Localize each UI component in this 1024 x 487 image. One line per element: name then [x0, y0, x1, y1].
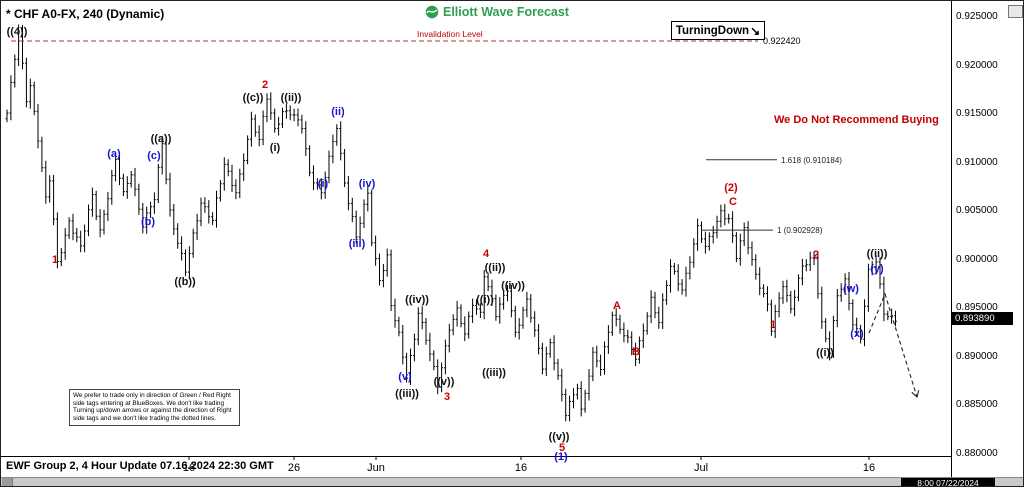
price-axis-label: 0.925000	[956, 11, 998, 22]
turning-down-badge: TurningDown ↘	[671, 21, 765, 40]
price-axis-label: 0.915000	[956, 108, 998, 119]
price-axis-label: 0.880000	[956, 447, 998, 459]
cursor-date-box: 8:00 07/22/2024	[901, 478, 995, 486]
x-axis-ticks	[188, 456, 870, 460]
price-axis-label: 0.910000	[956, 156, 998, 168]
toolbar-button[interactable]	[1008, 5, 1023, 18]
price-axis-label: 0.890000	[956, 350, 998, 362]
scrollbar-left-button[interactable]	[2, 478, 13, 486]
price-axis[interactable]: 0.893890 0.925000 0.920000 0.915000 0.91000…	[951, 1, 1023, 477]
price-axis-label: 0.905000	[956, 205, 998, 216]
price-axis-label: 0.895000	[956, 302, 998, 313]
ewf-logo-icon	[425, 5, 439, 19]
ewf-logo-text: Elliott Wave Forecast	[443, 5, 569, 19]
current-price-badge: 0.893890	[952, 311, 1013, 325]
price-axis-label: 0.885000	[956, 399, 998, 410]
symbol-title: * CHF A0-FX, 240 (Dynamic)	[6, 7, 165, 21]
turning-down-label: TurningDown	[675, 24, 750, 37]
down-right-arrow-icon: ↘	[750, 23, 761, 38]
ohlc-bars	[5, 24, 897, 422]
price-axis-label: 0.900000	[956, 253, 998, 265]
update-note: EWF Group 2, 4 Hour Update 07.16.2024 22…	[6, 460, 274, 472]
projection-arrowhead-icon	[911, 390, 920, 399]
no-buy-warning: We Do Not Recommend Buying	[774, 114, 939, 126]
invalidation-price: 0.922420	[763, 36, 801, 46]
disclaimer-box: We prefer to trade only in direction of …	[69, 389, 240, 426]
ewf-logo: Elliott Wave Forecast	[425, 5, 569, 19]
price-axis-label: 0.920000	[956, 59, 998, 71]
invalidation-label: Invalidation Level	[417, 29, 483, 39]
h-scrollbar[interactable]: 8:00 07/22/2024	[1, 477, 1023, 486]
projection-dashed-line	[868, 292, 918, 398]
fib-level-lines	[701, 159, 777, 231]
